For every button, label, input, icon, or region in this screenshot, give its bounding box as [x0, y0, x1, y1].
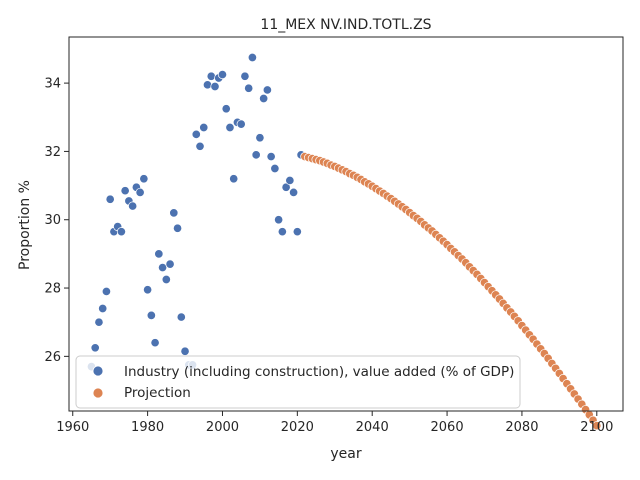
data-point	[94, 317, 104, 327]
data-point	[236, 119, 246, 129]
data-point	[206, 71, 216, 81]
x-tick-label: 1980	[131, 420, 164, 435]
data-point	[247, 52, 257, 63]
y-tick-label: 34	[44, 77, 61, 92]
series-0	[86, 52, 306, 372]
data-point	[165, 259, 175, 269]
x-tick-label: 2040	[356, 420, 389, 435]
legend-label-projection: Projection	[124, 385, 191, 401]
data-point	[281, 182, 291, 192]
data-point	[210, 81, 220, 92]
x-tick-label: 1960	[56, 420, 89, 435]
axes-frame	[68, 36, 624, 412]
data-point	[128, 201, 138, 211]
data-point	[240, 71, 250, 81]
legend-marker-industry	[92, 365, 104, 377]
legend: Industry (including construction), value…	[75, 355, 521, 409]
legend-box	[75, 355, 521, 409]
y-axis-label: Proportion %	[17, 180, 33, 270]
data-point	[225, 122, 235, 133]
data-point	[592, 421, 602, 431]
data-point	[259, 93, 269, 104]
data-point	[143, 285, 153, 295]
x-tick-label: 2060	[431, 420, 464, 435]
data-point	[217, 70, 228, 80]
data-point	[180, 346, 190, 356]
data-point	[139, 174, 149, 184]
data-point	[289, 187, 299, 197]
data-point	[116, 227, 126, 237]
x-tick-label: 2080	[505, 420, 538, 435]
data-point	[285, 175, 295, 185]
data-point	[244, 83, 254, 93]
legend-marker-projection	[92, 387, 104, 399]
data-point	[270, 163, 280, 174]
data-point	[274, 215, 284, 225]
data-point	[199, 122, 209, 133]
plot-area: 1960 1980 2000 2020 2040 2060 2080 2100 26 28 30 32…	[44, 36, 624, 435]
data-point	[173, 223, 183, 233]
data-point	[90, 343, 100, 353]
data-point	[150, 338, 160, 348]
data-point	[169, 208, 179, 218]
data-point	[158, 262, 168, 273]
x-tick-label: 2100	[580, 420, 613, 435]
series-1	[300, 151, 602, 431]
legend-label-industry: Industry (including construction), value…	[124, 364, 514, 380]
x-axis-label: year	[330, 446, 361, 462]
data-point	[202, 80, 213, 90]
x-tick-label: 2000	[206, 420, 239, 435]
data-point	[101, 286, 111, 297]
data-point	[266, 151, 276, 162]
data-point	[154, 249, 164, 259]
data-point	[251, 150, 261, 160]
data-point	[277, 227, 287, 237]
chart-title: 11_MEX NV.IND.TOTL.ZS	[260, 17, 431, 33]
y-tick-label: 26	[44, 350, 61, 365]
data-point	[120, 186, 130, 196]
data-point	[195, 141, 205, 151]
data-point	[255, 133, 265, 143]
x-tick-label: 2020	[281, 420, 314, 435]
data-point	[176, 312, 186, 322]
data-point	[98, 303, 108, 314]
data-point	[221, 104, 231, 114]
y-tick-label: 28	[44, 282, 61, 297]
data-point	[292, 227, 302, 237]
data-point	[262, 85, 272, 95]
data-point	[135, 187, 145, 197]
data-point	[229, 174, 239, 184]
data-point	[105, 194, 115, 204]
data-point	[161, 274, 171, 285]
y-tick-label: 30	[44, 213, 61, 228]
y-tick-label: 32	[44, 145, 61, 160]
data-point	[146, 310, 156, 320]
data-point	[191, 129, 201, 139]
